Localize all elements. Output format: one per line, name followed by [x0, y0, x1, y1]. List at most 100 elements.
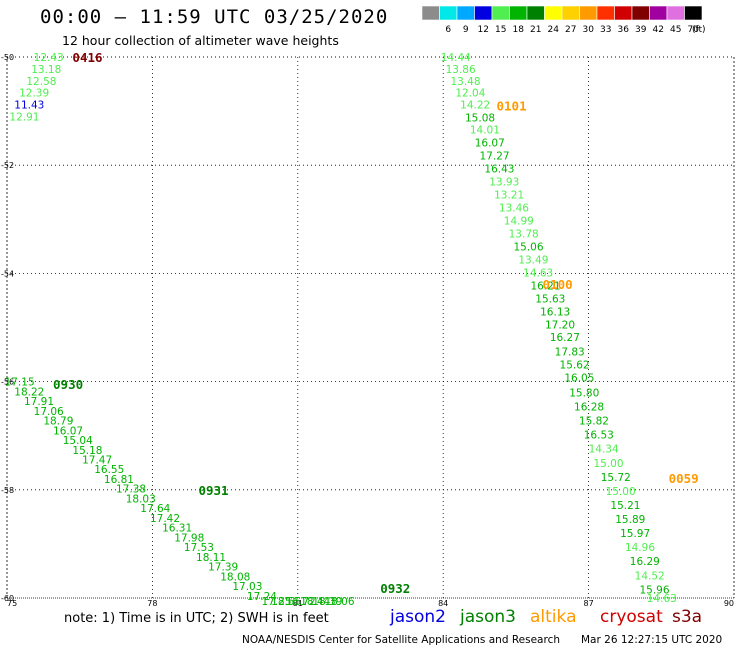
pass-time-label: 0931 — [198, 483, 228, 498]
color-scale-label: 12 — [478, 25, 489, 35]
wave-height-value: 17.27 — [480, 150, 510, 162]
lon-tick-label: 87 — [584, 599, 594, 606]
wave-height-value: 14.63 — [647, 593, 677, 605]
wave-height-value: 16.28 — [574, 401, 604, 413]
wave-height-value: 15.00 — [593, 458, 623, 470]
wave-height-value: 16.07 — [53, 425, 83, 437]
wave-height-value: 17.15 — [5, 377, 35, 389]
wave-height-value: 16.53 — [584, 430, 614, 442]
wave-height-value: 15.82 — [579, 416, 609, 428]
wave-height-value: 16.43 — [484, 163, 514, 175]
color-scale-label: 18 — [513, 25, 525, 35]
wave-height-value: 12.39 — [19, 88, 49, 100]
lat-tick-label: -52 — [1, 161, 14, 170]
satellite-legend-jason3: jason3 — [460, 607, 516, 627]
color-scale-label: 9 — [463, 25, 469, 35]
color-scale-label: 42 — [653, 25, 664, 35]
wave-height-value: 17.39 — [208, 562, 238, 574]
wave-height-value: 13.78 — [509, 228, 539, 240]
color-scale-legend: 6 9 12 15 18 21 24 27 30 33 36 39 42 45 70(ft) — [422, 6, 706, 35]
wave-height-value: 14.96 — [625, 542, 655, 554]
wave-height-value: 15.00 — [606, 486, 636, 498]
wave-height-value: 15.21 — [610, 500, 640, 512]
wave-height-value: 14.63 — [523, 267, 553, 279]
lat-tick-label: -54 — [1, 269, 14, 278]
wave-height-value: 12.91 — [9, 112, 39, 124]
lon-tick-label: 75 — [7, 599, 17, 606]
wave-height-value: 14.01 — [470, 124, 500, 136]
wave-height-value: 14.99 — [504, 215, 534, 227]
lon-tick-label: 84 — [438, 599, 448, 606]
wave-height-value: 17.83 — [555, 346, 585, 358]
color-scale-label: 70 — [688, 25, 700, 35]
lon-tick-label: 78 — [147, 599, 157, 606]
wave-height-value: 12.43 — [34, 52, 64, 64]
wave-height-value: 18.06 — [324, 596, 354, 606]
wave-height-value: 17.64 — [140, 503, 170, 515]
wave-height-value: 18.08 — [220, 571, 250, 583]
wave-height-value: 15.89 — [615, 514, 645, 526]
wave-height-value: 18.22 — [14, 386, 44, 398]
wave-height-value: 15.80 — [569, 387, 599, 399]
wave-height-value: 14.34 — [589, 444, 619, 456]
wave-height-value: 15.08 — [465, 113, 495, 125]
wave-height-value: 15.06 — [513, 241, 543, 253]
wave-height-value: 18.39 — [312, 596, 342, 606]
lon-tick-label: 90 — [724, 599, 734, 606]
wave-height-value: 14.44 — [441, 52, 471, 64]
wave-height-value: 13.18 — [31, 64, 61, 76]
lat-tick-label: -56 — [1, 378, 14, 387]
credit-text: NOAA/NESDIS Center for Satellite Applica… — [242, 634, 560, 646]
color-scale-label: 15 — [495, 25, 506, 35]
lon-tick-label: 81 — [293, 599, 303, 606]
color-scale-label: 27 — [565, 25, 576, 35]
wave-height-value: 16.81 — [104, 474, 134, 486]
altimeter-map: 75 78 81 84 87 90 -50 -52 -54 -56 -58 -60 12.4313.18… — [1, 50, 735, 606]
page-title: 00:00 – 11:59 UTC 03/25/2020 — [40, 6, 389, 28]
wave-height-value: 13.48 — [450, 76, 480, 88]
wave-height-value: 11.43 — [14, 100, 44, 112]
wave-height-value: 12.58 — [26, 76, 56, 88]
wave-height-value: 16.05 — [564, 372, 594, 384]
wave-height-value: 18.44 — [300, 596, 330, 606]
wave-height-value: 16.29 — [630, 556, 660, 568]
wave-height-value: 18.55 — [271, 596, 301, 606]
wave-height-value: 17.91 — [24, 396, 54, 408]
wave-height-value: 15.62 — [560, 359, 590, 371]
color-scale-label: 33 — [600, 25, 611, 35]
wave-height-value: 17.38 — [116, 484, 146, 496]
wave-height-value: 16.13 — [540, 306, 570, 318]
color-scale-label: 21 — [530, 25, 541, 35]
pass-time-label: 0101 — [497, 99, 527, 114]
wave-height-value: 17.03 — [232, 581, 262, 593]
wave-height-value: 17.42 — [150, 513, 180, 525]
color-scale-label: 36 — [618, 25, 630, 35]
pass-time-label: 0416 — [72, 50, 102, 65]
wave-height-value: 16.27 — [550, 332, 580, 344]
wave-height-value: 17.98 — [174, 532, 204, 544]
wave-height-value: 13.21 — [494, 189, 524, 201]
pass-time-label: 0930 — [53, 377, 83, 392]
wave-height-value: 16.72 — [286, 596, 316, 606]
wave-height-value: 17.06 — [34, 406, 64, 418]
color-scale-label: 39 — [635, 25, 647, 35]
wave-height-value: 13.49 — [518, 254, 548, 266]
pass-time-label: 0932 — [380, 581, 410, 596]
color-scale-label: 45 — [670, 25, 681, 35]
pass-time-label: 0059 — [669, 471, 699, 486]
lat-tick-label: -50 — [1, 53, 14, 62]
color-scale-label: 6 — [445, 25, 451, 35]
color-scale-unit: (ft) — [692, 25, 706, 35]
wave-height-value: 17.20 — [545, 319, 575, 331]
wave-height-value: 17.25 — [261, 596, 291, 606]
wave-height-value: 18.03 — [126, 493, 156, 505]
wave-height-value: 17.47 — [82, 455, 112, 467]
note-text: note: 1) Time is in UTC; 2) SWH is in fe… — [64, 611, 329, 626]
wave-height-value: 15.18 — [72, 445, 102, 457]
generated-timestamp: Mar 26 12:27:15 UTC 2020 — [581, 634, 723, 646]
satellite-legend-jason2: jason2 — [390, 607, 446, 627]
pass-time-label: 0100 — [543, 277, 573, 292]
wave-height-value: 16.07 — [475, 137, 505, 149]
wave-height-value: 17.53 — [184, 542, 214, 554]
wave-height-value: 16.55 — [94, 464, 124, 476]
